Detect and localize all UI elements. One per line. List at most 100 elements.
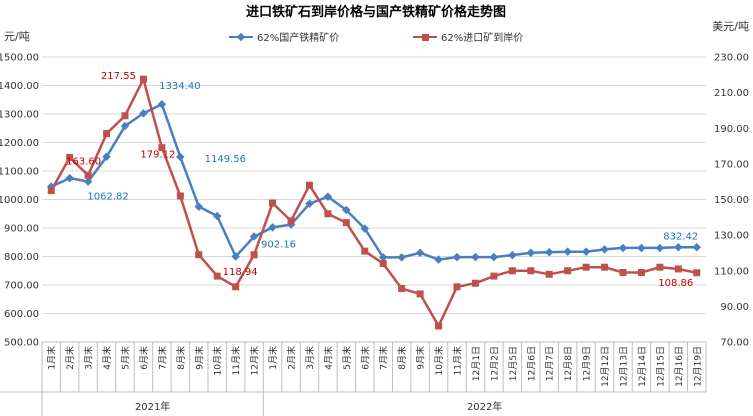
marker-import (416, 290, 424, 298)
x-tick-label: 9月末 (193, 346, 205, 370)
data-label: 902.16 (261, 239, 296, 250)
marker-import (158, 144, 166, 152)
x-tick-label: 10月末 (212, 346, 224, 375)
series-line-import (50, 77, 698, 328)
marker-domestic (563, 247, 572, 256)
marker-domestic (139, 109, 148, 118)
marker-import (84, 171, 92, 179)
right-tick-label: 110.00 (714, 266, 749, 277)
marker-domestic (508, 250, 517, 260)
left-tick-label: 1500.00 (0, 53, 39, 64)
marker-import (47, 187, 55, 195)
marker-import (637, 269, 645, 277)
marker-domestic (692, 243, 702, 252)
right-tick-label: 230.00 (714, 53, 749, 64)
right-axis-unit: 美元/吨 (712, 20, 749, 33)
marker-import (527, 267, 535, 275)
marker-domestic (600, 245, 609, 254)
marker-domestic (342, 205, 351, 215)
x-tick-label: 3月末 (83, 346, 95, 370)
x-tick-label: 7月末 (156, 346, 168, 370)
left-axis-unit: 元/吨 (4, 30, 30, 43)
marker-domestic (489, 252, 499, 262)
year-label: 2022年 (467, 400, 502, 413)
marker-domestic (452, 252, 462, 262)
data-label: 108.86 (658, 278, 693, 289)
data-label: 832.42 (663, 231, 698, 242)
marker-domestic (618, 243, 628, 253)
left-axis-ticks: 500.00 600.00 700.00 800.00 900.00 1000.00 110… (0, 53, 39, 349)
left-tick-label: 600.00 (4, 309, 39, 320)
marker-import (195, 251, 203, 259)
right-tick-label: 210.00 (714, 88, 749, 99)
x-tick-label: 1月末 (46, 346, 58, 370)
year-label: 2021年 (135, 400, 170, 413)
left-tick-label: 500.00 (4, 338, 39, 349)
marker-domestic (249, 232, 259, 241)
right-tick-label: 70.00 (720, 338, 749, 349)
marker-import (176, 192, 184, 200)
marker-domestic (194, 202, 204, 211)
legend-marker-import (422, 34, 429, 41)
marker-domestic (268, 223, 277, 232)
x-tick-label: 9月末 (415, 346, 427, 370)
marker-import (232, 283, 240, 291)
x-tick-label: 7月末 (378, 346, 390, 370)
data-label: 1334.40 (159, 81, 200, 92)
marker-domestic (581, 247, 591, 256)
x-tick-label: 5月末 (120, 346, 132, 370)
x-tick-label: 12月末 (249, 346, 261, 375)
x-tick-label: 4月末 (322, 346, 334, 370)
x-tick-label: 12月16日 (674, 346, 685, 387)
x-axis: 1月末 2月末 3月末 4月末 5月末 6月末 7月末 8月末 9月末 10月末 11月末 12月末 1… (0, 341, 707, 416)
marker-import (674, 265, 682, 273)
marker-domestic (305, 199, 314, 209)
x-tick-label: 12月13日 (619, 346, 630, 387)
x-tick-label: 8月末 (175, 346, 187, 370)
marker-import (693, 269, 701, 277)
data-labels: 1062.82 1334.40 1149.56 902.16 832.42 163.60 2… (66, 71, 698, 289)
x-tick-label: 6月末 (359, 346, 371, 370)
marker-import (305, 181, 313, 189)
marker-import (619, 269, 627, 277)
x-tick-label: 12月1日 (471, 346, 482, 381)
legend: 62%国产铁精矿价 62%进口矿到岸价 (229, 31, 523, 44)
marker-import (601, 263, 609, 271)
x-tick-label: 12月14日 (637, 346, 648, 387)
right-tick-label: 190.00 (714, 124, 749, 135)
right-tick-label: 170.00 (714, 159, 749, 170)
x-tick-label: 3月末 (304, 346, 316, 370)
data-label: 1149.56 (205, 154, 246, 165)
marker-import (250, 251, 258, 259)
marker-import (453, 283, 461, 291)
marker-import (656, 263, 664, 271)
marker-import (213, 272, 221, 280)
left-tick-label: 1100.00 (0, 167, 39, 178)
marker-domestic (655, 243, 665, 253)
marker-domestic (231, 252, 240, 261)
x-tick-label: 11月末 (452, 346, 464, 375)
marker-import (269, 199, 277, 207)
data-label: 217.55 (101, 71, 136, 82)
marker-import (508, 267, 516, 275)
x-tick-label: 12月8日 (563, 346, 574, 381)
left-tick-label: 1400.00 (0, 81, 39, 92)
marker-domestic (102, 152, 111, 161)
marker-import (324, 210, 332, 218)
right-tick-label: 130.00 (714, 231, 749, 242)
x-tick-label: 12月19日 (692, 346, 703, 387)
marker-import (103, 130, 111, 138)
legend-marker-domestic (236, 32, 246, 42)
x-tick-label: 12月7日 (545, 346, 556, 381)
right-tick-label: 150.00 (714, 195, 749, 206)
marker-domestic (65, 173, 74, 183)
x-tick-label: 12月5日 (508, 346, 519, 381)
marker-domestic (471, 252, 480, 262)
left-tick-label: 1200.00 (0, 138, 39, 149)
marker-import (287, 217, 295, 225)
marker-import (545, 270, 553, 278)
marker-domestic (637, 243, 646, 253)
legend-label-import: 62%进口矿到岸价 (441, 31, 523, 44)
marker-domestic (434, 255, 443, 264)
marker-domestic (323, 192, 333, 201)
